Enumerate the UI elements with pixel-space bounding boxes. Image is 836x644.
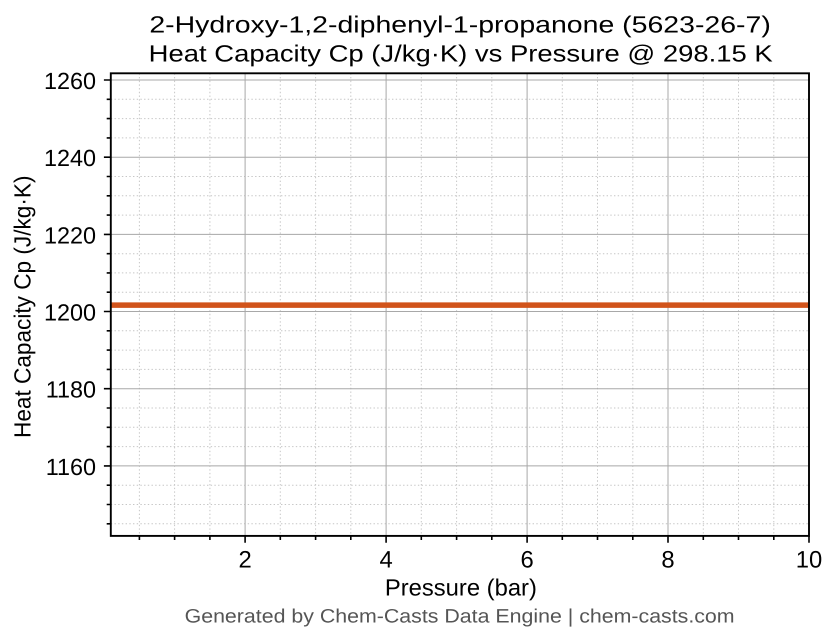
svg-text:1180: 1180 — [46, 377, 96, 403]
svg-text:Pressure (bar): Pressure (bar) — [385, 574, 537, 600]
svg-text:2: 2 — [238, 547, 251, 574]
svg-text:4: 4 — [379, 547, 392, 574]
svg-text:10: 10 — [796, 547, 822, 574]
svg-text:1260: 1260 — [44, 68, 96, 94]
svg-text:6: 6 — [520, 547, 533, 574]
svg-text:1220: 1220 — [44, 222, 96, 248]
svg-text:8: 8 — [661, 547, 674, 574]
svg-text:1160: 1160 — [46, 454, 96, 480]
svg-text:Heat Capacity Cp (J/kg·K) vs P: Heat Capacity Cp (J/kg·K) vs Pressure @ … — [149, 40, 773, 66]
svg-text:1200: 1200 — [44, 300, 96, 326]
svg-text:1240: 1240 — [44, 145, 96, 171]
svg-text:Heat Capacity Cp (J/kg·K): Heat Capacity Cp (J/kg·K) — [9, 176, 35, 439]
svg-text:2-Hydroxy-1,2-diphenyl-1-propa: 2-Hydroxy-1,2-diphenyl-1-propanone (5623… — [149, 11, 771, 37]
svg-text:Generated by Chem-Casts Data E: Generated by Chem-Casts Data Engine | ch… — [185, 605, 735, 627]
